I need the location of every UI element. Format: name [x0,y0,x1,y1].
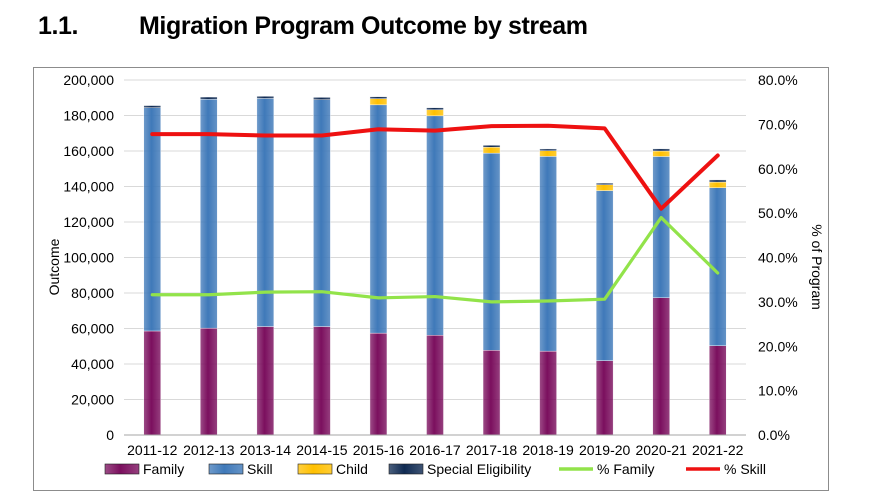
bar-skill [143,107,161,332]
y-left-tick-label: 100,000 [63,250,114,266]
legend: Family Skill Child Special Eligibility % Fam… [104,461,766,477]
y-right-tick-label: 50.0% [758,205,798,221]
bar-special-eligibility [482,145,501,148]
bar-special-eligibility [143,105,161,108]
legend-swatch-special-eligibility [388,463,424,475]
bar-family [426,335,444,436]
y-left-tick-label: 40,000 [71,356,114,372]
x-tick-label: 2011-12 [127,442,178,458]
bar-special-eligibility [369,96,388,99]
y-right-tick-label: 10.0% [758,383,798,399]
y-axis-right-title: % of Program [809,224,825,310]
migration-chart: 0 20,000 40,000 60,000 80,000 100,000 120,000 1… [46,72,825,477]
y-right-tick-label: 0.0% [758,427,790,443]
line-pct-family [150,215,720,304]
bar-family [595,360,614,436]
bar-child [369,98,388,106]
bar-child [539,150,557,157]
y-left-tick-label: 160,000 [63,143,114,159]
bar-family [482,350,501,436]
x-tick-label: 2016-17 [409,442,461,458]
lines [150,123,720,304]
bar-special-eligibility [200,96,218,100]
y-right-tick-label: 30.0% [758,294,798,310]
bar-skill [482,152,501,351]
x-tick-label: 2018-19 [522,442,574,458]
bar-skill [539,156,557,352]
bar-family [539,350,557,436]
y-left-tick-label: 0 [106,427,114,443]
bar-child [595,184,614,191]
y-left-tick-label: 180,000 [63,108,114,124]
bar-special-eligibility [595,182,614,185]
legend-swatch-family [104,463,140,475]
bar-special-eligibility [709,179,727,183]
legend-label-pct-skill: % Skill [724,461,766,477]
x-tick-label: 2012-13 [183,442,235,458]
axes: 0 20,000 40,000 60,000 80,000 100,000 120,000 1… [63,72,797,458]
legend-swatch-skill [208,463,244,475]
x-tick-label: 2021-22 [692,442,744,458]
bar-special-eligibility [539,148,557,151]
x-tick-label: 2019-20 [579,442,631,458]
x-tick-label: 2015-16 [353,442,405,458]
y-axis-left-title: Outcome [46,238,62,295]
bar-family [143,330,161,436]
bar-family [652,297,670,436]
legend-label-skill: Skill [247,461,273,477]
y-right-tick-label: 70.0% [758,116,798,132]
line-pct-skill [150,123,720,211]
bar-family [256,326,275,436]
bar-family [313,326,331,436]
bar-family [200,327,218,436]
heading-title: Migration Program Outcome by stream [139,12,588,40]
y-right-tick-label: 80.0% [758,72,798,88]
legend-label-pct-family: % Family [597,461,655,477]
bar-child [709,181,727,188]
y-left-tick-label: 120,000 [63,214,114,230]
y-left-tick-label: 80,000 [71,285,114,301]
legend-swatch-child [297,463,333,475]
x-tick-label: 2014-15 [296,442,348,458]
bars [143,96,727,436]
y-left-tick-label: 20,000 [71,392,114,408]
legend-label-family: Family [143,461,184,477]
bar-special-eligibility [256,96,275,99]
y-left-tick-label: 140,000 [63,179,114,195]
x-tick-label: 2013-14 [240,442,292,458]
bar-child [426,109,444,117]
bar-skill [595,190,614,361]
bar-special-eligibility [313,97,331,100]
y-left-tick-label: 200,000 [63,72,114,88]
y-left-tick-label: 60,000 [71,321,114,337]
y-right-tick-label: 40.0% [758,250,798,266]
x-tick-label: 2017-18 [466,442,518,458]
bar-family [369,332,388,436]
y-right-tick-label: 20.0% [758,338,798,354]
y-right-tick-label: 60.0% [758,161,798,177]
bar-skill [426,115,444,336]
legend-label-special-eligibility: Special Eligibility [427,461,531,477]
bar-special-eligibility [426,107,444,111]
legend-label-child: Child [336,461,368,477]
heading-number: 1.1. [38,12,79,40]
bar-child [652,150,670,157]
bar-special-eligibility [652,148,670,152]
bar-child [482,147,501,154]
chart-frame: 0 20,000 40,000 60,000 80,000 100,000 120,000 1… [33,67,829,491]
bar-family [709,345,727,436]
x-tick-label: 2020-21 [635,442,687,458]
